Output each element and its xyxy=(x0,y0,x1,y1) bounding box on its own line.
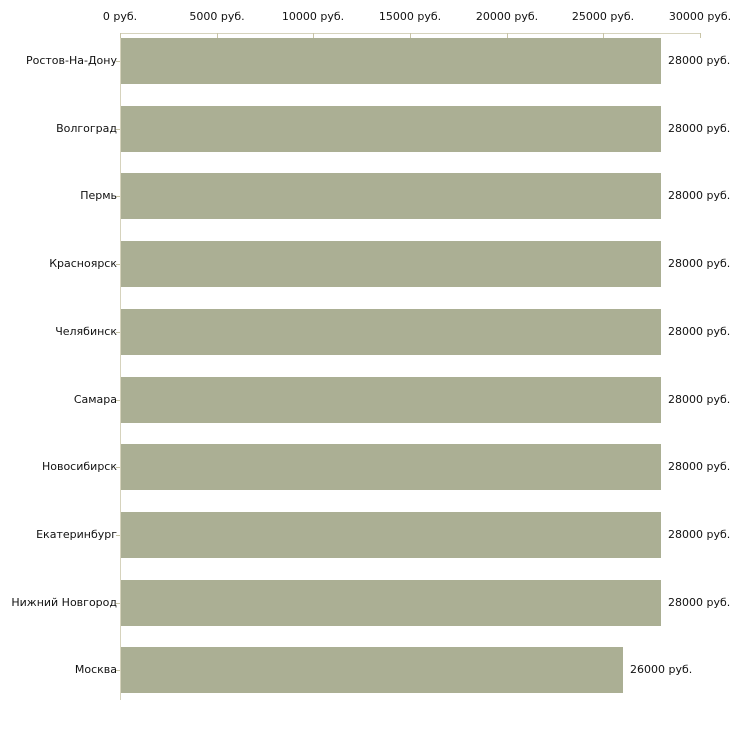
y-axis-line xyxy=(120,33,121,700)
y-axis-tick xyxy=(116,670,120,671)
value-label: 28000 руб. xyxy=(668,393,730,406)
bar xyxy=(121,377,661,423)
y-axis-tick xyxy=(116,332,120,333)
bar xyxy=(121,241,661,287)
y-axis-tick xyxy=(116,467,120,468)
y-axis-tick xyxy=(116,196,120,197)
x-axis-tick xyxy=(120,33,121,38)
category-label: Москва xyxy=(74,663,117,676)
y-axis-tick xyxy=(116,603,120,604)
x-axis-tick-label: 30000 руб. xyxy=(668,10,730,23)
category-label: Самара xyxy=(73,393,117,406)
x-axis-tick xyxy=(410,33,411,38)
x-axis-tick-label: 15000 руб. xyxy=(378,10,442,23)
x-axis-tick xyxy=(603,33,604,38)
y-axis-tick xyxy=(116,129,120,130)
y-axis-tick xyxy=(116,400,120,401)
x-axis-tick xyxy=(217,33,218,38)
bar xyxy=(121,309,661,355)
value-label: 26000 руб. xyxy=(630,663,693,676)
value-label: 28000 руб. xyxy=(668,596,730,609)
value-label: 28000 руб. xyxy=(668,189,730,202)
category-label: Екатеринбург xyxy=(36,528,117,541)
bar xyxy=(121,38,661,84)
x-axis: 0 руб. 5000 руб. 10000 руб. 15000 руб. 20000… xyxy=(0,0,730,33)
x-axis-tick-label: 5000 руб. xyxy=(189,10,245,23)
x-axis-tick-label: 25000 руб. xyxy=(571,10,635,23)
value-label: 28000 руб. xyxy=(668,460,730,473)
value-label: 28000 руб. xyxy=(668,257,730,270)
category-label: Нижний Новгород xyxy=(11,596,117,609)
category-label: Ростов-На-Дону xyxy=(25,54,117,67)
y-axis-tick xyxy=(116,61,120,62)
category-label: Красноярск xyxy=(49,257,117,270)
x-axis-tick xyxy=(313,33,314,38)
category-label: Челябинск xyxy=(55,325,117,338)
y-axis-tick xyxy=(116,264,120,265)
x-axis-tick xyxy=(700,33,701,38)
x-axis-tick-label: 0 руб. xyxy=(102,10,138,23)
value-label: 28000 руб. xyxy=(668,122,730,135)
bar xyxy=(121,512,661,558)
x-axis-tick xyxy=(507,33,508,38)
bar xyxy=(121,647,623,693)
bar xyxy=(121,580,661,626)
category-label: Новосибирск xyxy=(41,460,117,473)
value-label: 28000 руб. xyxy=(668,528,730,541)
x-axis-tick-label: 20000 руб. xyxy=(475,10,539,23)
y-axis-tick xyxy=(116,535,120,536)
bar xyxy=(121,173,661,219)
category-label: Волгоград xyxy=(56,122,117,135)
x-axis-tick-label: 10000 руб. xyxy=(281,10,345,23)
value-label: 28000 руб. xyxy=(668,325,730,338)
category-label: Пермь xyxy=(80,189,117,202)
value-label: 28000 руб. xyxy=(668,54,730,67)
bar xyxy=(121,444,661,490)
bar xyxy=(121,106,661,152)
